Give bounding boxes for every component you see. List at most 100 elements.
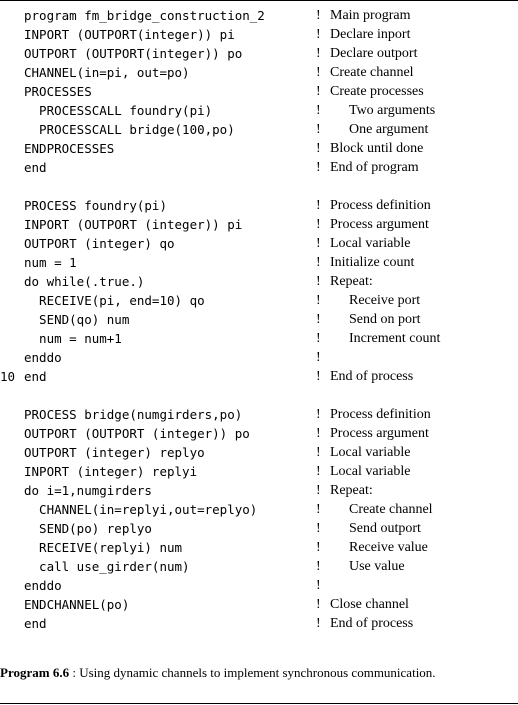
code-text: do while(.true.) bbox=[24, 274, 145, 289]
comment-marker: ! bbox=[316, 293, 321, 308]
code-line: enddo! bbox=[0, 348, 518, 367]
code-text: PROCESSES bbox=[24, 84, 92, 99]
code-text: enddo bbox=[24, 350, 62, 365]
comment-marker: ! bbox=[316, 445, 321, 460]
code-line: PROCESSCALL bridge(100,po)! One argument bbox=[0, 120, 518, 139]
code-line: RECEIVE(pi, end=10) qo! Receive port bbox=[0, 291, 518, 310]
comment-marker: ! bbox=[316, 8, 321, 23]
top-rule bbox=[0, 0, 518, 1]
comment-marker: ! bbox=[316, 483, 321, 498]
code-line: ENDCHANNEL(po)! Close channel bbox=[0, 595, 518, 614]
code-text: INPORT (integer) replyi bbox=[24, 464, 198, 479]
code-text: SEND(po) replyo bbox=[24, 521, 152, 536]
code-text: OUTPORT (OUTPORT(integer)) po bbox=[24, 46, 243, 61]
code-comment: Send outport bbox=[349, 521, 421, 536]
code-text: PROCESSCALL bridge(100,po) bbox=[24, 122, 235, 137]
comment-marker: ! bbox=[316, 141, 321, 156]
code-line: do while(.true.)! Repeat: bbox=[0, 272, 518, 291]
code-line: ENDPROCESSES! Block until done bbox=[0, 139, 518, 158]
code-text: num = num+1 bbox=[24, 331, 122, 346]
program-caption: Program 6.6 : Using dynamic channels to … bbox=[0, 663, 514, 682]
caption-separator: : bbox=[69, 665, 80, 680]
code-text: num = 1 bbox=[24, 255, 77, 270]
code-comment: Local variable bbox=[330, 445, 411, 460]
code-text: OUTPORT (OUTPORT (integer)) po bbox=[24, 426, 250, 441]
comment-marker: ! bbox=[316, 369, 321, 384]
code-line: OUTPORT (integer) replyo! Local variable bbox=[0, 443, 518, 462]
code-line: enddo! bbox=[0, 576, 518, 595]
comment-marker: ! bbox=[316, 198, 321, 213]
code-line: do i=1,numgirders! Repeat: bbox=[0, 481, 518, 500]
comment-marker: ! bbox=[316, 540, 321, 555]
code-line bbox=[0, 177, 518, 196]
comment-marker: ! bbox=[316, 274, 321, 289]
code-comment: Main program bbox=[330, 8, 411, 23]
comment-marker: ! bbox=[316, 502, 321, 517]
comment-marker: ! bbox=[316, 559, 321, 574]
code-comment: Initialize count bbox=[330, 255, 415, 270]
code-line bbox=[0, 386, 518, 405]
code-line: num = num+1! Increment count bbox=[0, 329, 518, 348]
code-text: INPORT (OUTPORT(integer)) pi bbox=[24, 27, 235, 42]
code-comment: Repeat: bbox=[330, 483, 373, 498]
code-comment: Create channel bbox=[330, 65, 414, 80]
code-line: CHANNEL(in=pi, out=po)! Create channel bbox=[0, 63, 518, 82]
code-line: SEND(po) replyo! Send outport bbox=[0, 519, 518, 538]
code-text: call use_girder(num) bbox=[24, 559, 190, 574]
code-comment: Process argument bbox=[330, 217, 429, 232]
code-comment: Receive port bbox=[349, 293, 421, 308]
code-text: PROCESS foundry(pi) bbox=[24, 198, 167, 213]
comment-marker: ! bbox=[316, 464, 321, 479]
code-line: num = 1! Initialize count bbox=[0, 253, 518, 272]
code-text: CHANNEL(in=replyi,out=replyo) bbox=[24, 502, 258, 517]
program-listing: program fm_bridge_construction_2! Main pr… bbox=[0, 6, 518, 633]
code-line: PROCESSCALL foundry(pi)! Two arguments bbox=[0, 101, 518, 120]
code-text: PROCESSCALL foundry(pi) bbox=[24, 103, 213, 118]
code-line: program fm_bridge_construction_2! Main pr… bbox=[0, 6, 518, 25]
code-comment: Receive value bbox=[349, 540, 428, 555]
comment-marker: ! bbox=[316, 46, 321, 61]
caption-text: Using dynamic channels to implement sync… bbox=[79, 665, 436, 680]
comment-marker: ! bbox=[316, 350, 321, 365]
code-text: SEND(qo) num bbox=[24, 312, 130, 327]
code-line: INPORT (OUTPORT(integer)) pi! Declare inp… bbox=[0, 25, 518, 44]
comment-marker: ! bbox=[316, 426, 321, 441]
caption-label: Program 6.6 bbox=[0, 665, 70, 680]
code-line: CHANNEL(in=replyi,out=replyo)! Create cha… bbox=[0, 500, 518, 519]
code-comment: Repeat: bbox=[330, 274, 373, 289]
code-line: INPORT (integer) replyi! Local variable bbox=[0, 462, 518, 481]
code-comment: End of program bbox=[330, 160, 419, 175]
code-comment: Block until done bbox=[330, 141, 424, 156]
code-text: enddo bbox=[24, 578, 62, 593]
comment-marker: ! bbox=[316, 521, 321, 536]
code-text: do i=1,numgirders bbox=[24, 483, 152, 498]
code-comment: End of process bbox=[330, 369, 414, 384]
code-text: end bbox=[24, 616, 47, 631]
code-line: RECEIVE(replyi) num! Receive value bbox=[0, 538, 518, 557]
code-line: end! End of process bbox=[0, 614, 518, 633]
code-text: RECEIVE(pi, end=10) qo bbox=[24, 293, 205, 308]
comment-marker: ! bbox=[316, 84, 321, 99]
code-text: INPORT (OUTPORT (integer)) pi bbox=[24, 217, 243, 232]
code-line: PROCESS foundry(pi)! Process definition bbox=[0, 196, 518, 215]
code-text: CHANNEL(in=pi, out=po) bbox=[24, 65, 190, 80]
comment-marker: ! bbox=[316, 236, 321, 251]
code-line: INPORT (OUTPORT (integer)) pi! Process ar… bbox=[0, 215, 518, 234]
code-line: OUTPORT (OUTPORT (integer)) po! Process a… bbox=[0, 424, 518, 443]
comment-marker: ! bbox=[316, 312, 321, 327]
statement-label: 10 bbox=[0, 369, 16, 384]
code-text: RECEIVE(replyi) num bbox=[24, 540, 183, 555]
code-comment: End of process bbox=[330, 616, 414, 631]
code-comment: Process definition bbox=[330, 198, 431, 213]
comment-marker: ! bbox=[316, 255, 321, 270]
comment-marker: ! bbox=[316, 217, 321, 232]
code-text: ENDCHANNEL(po) bbox=[24, 597, 130, 612]
code-comment: Close channel bbox=[330, 597, 409, 612]
code-comment: Process definition bbox=[330, 407, 431, 422]
code-comment: Create channel bbox=[349, 502, 433, 517]
code-line: PROCESS bridge(numgirders,po)! Process de… bbox=[0, 405, 518, 424]
bottom-rule bbox=[0, 703, 518, 704]
comment-marker: ! bbox=[316, 122, 321, 137]
code-line: 10 end! End of process bbox=[0, 367, 518, 386]
code-comment: Send on port bbox=[349, 312, 421, 327]
